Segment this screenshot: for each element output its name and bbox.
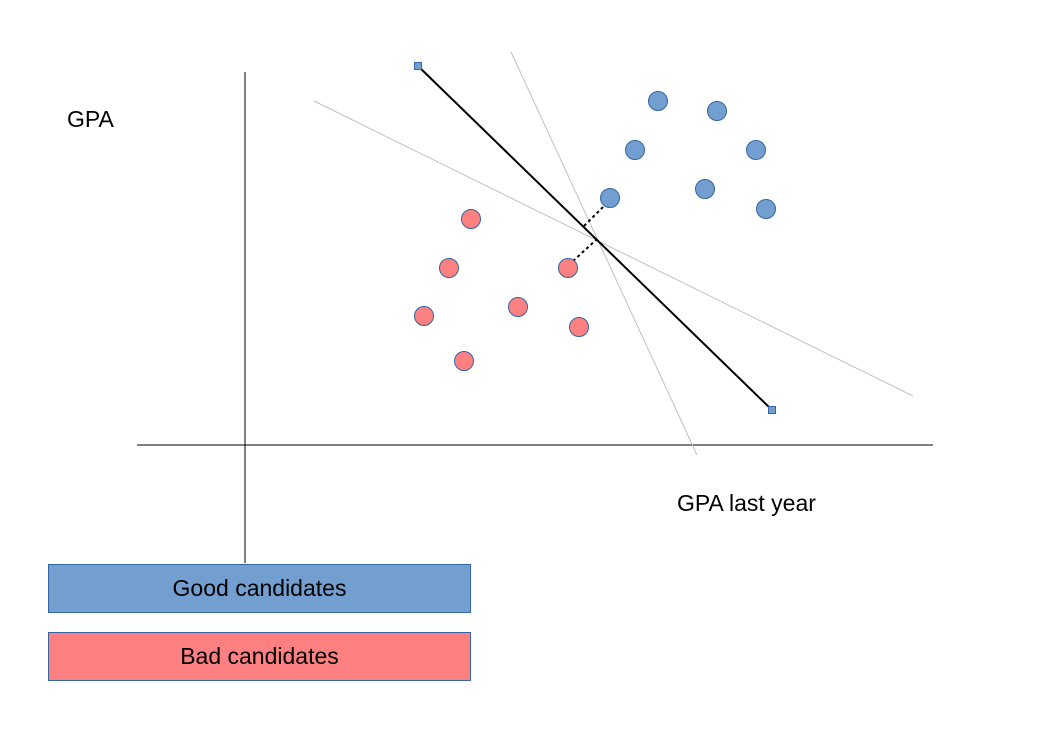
good-candidate-point — [648, 91, 668, 111]
bad-candidate-point — [454, 351, 474, 371]
x-axis-label: GPA last year — [677, 490, 816, 516]
bad-candidate-point — [569, 317, 589, 337]
good-candidate-point — [707, 101, 727, 121]
good-candidate-point — [756, 199, 776, 219]
line-handle-start — [414, 62, 422, 70]
separating-line — [417, 65, 773, 411]
candidate-line-shallow — [313, 100, 914, 397]
good-candidate-point — [746, 140, 766, 160]
bad-candidate-point — [439, 258, 459, 278]
y-axis-label: GPA — [67, 106, 114, 132]
candidate-line-steep — [510, 51, 698, 456]
good-candidate-point — [625, 140, 645, 160]
margin-line-bad — [572, 239, 597, 262]
bad-candidate-point — [414, 306, 434, 326]
line-handle-end — [768, 406, 776, 414]
good-candidate-point — [600, 188, 620, 208]
bad-candidate-point — [461, 209, 481, 229]
legend-bad-candidates: Bad candidates — [48, 632, 471, 681]
legend-good-candidates: Good candidates — [48, 564, 471, 613]
margin-line-good — [583, 203, 607, 227]
bad-candidate-point — [508, 297, 528, 317]
good-candidate-point — [695, 179, 715, 199]
bad-candidate-point — [558, 258, 578, 278]
